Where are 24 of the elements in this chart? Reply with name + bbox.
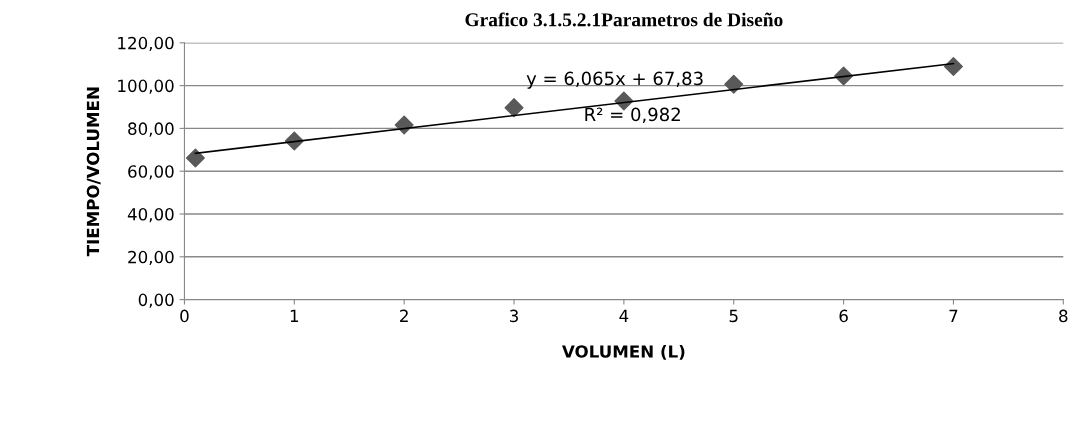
- y-tick-label: 80,00: [128, 122, 174, 137]
- y-tick-label: 60,00: [128, 165, 174, 180]
- x-tick-label: 5: [729, 309, 738, 323]
- x-axis-title: VOLUMEN (L): [562, 344, 685, 360]
- y-tick-label: 100,00: [118, 79, 174, 94]
- x-tick-label: 8: [1059, 309, 1068, 323]
- y-axis-title: TIEMPO/VOLUMEN: [86, 87, 101, 257]
- x-tick-label: 2: [400, 309, 408, 322]
- annotation: y = 6,065x + 67,83: [526, 71, 703, 89]
- x-tick-label: 4: [619, 309, 629, 322]
- y-tick-label: 0,00: [138, 293, 174, 308]
- y-tick-label: 120,00: [118, 36, 174, 52]
- point: [504, 98, 524, 118]
- y-tick-label: 20,00: [128, 250, 174, 266]
- chart-title: Grafico 3.1.5.2.1Parametros de Diseño: [465, 12, 783, 27]
- x-tick-label: 3: [509, 309, 518, 323]
- annotation: R² = 0,982: [585, 107, 680, 124]
- x-tick-label: 0: [180, 309, 189, 323]
- x-tick-label: 6: [839, 309, 848, 323]
- x-tick-label: 7: [949, 309, 958, 322]
- point: [724, 74, 744, 94]
- y-tick-label: 40,00: [127, 207, 174, 223]
- x-tick-label: 1: [290, 309, 299, 322]
- point: [185, 148, 205, 168]
